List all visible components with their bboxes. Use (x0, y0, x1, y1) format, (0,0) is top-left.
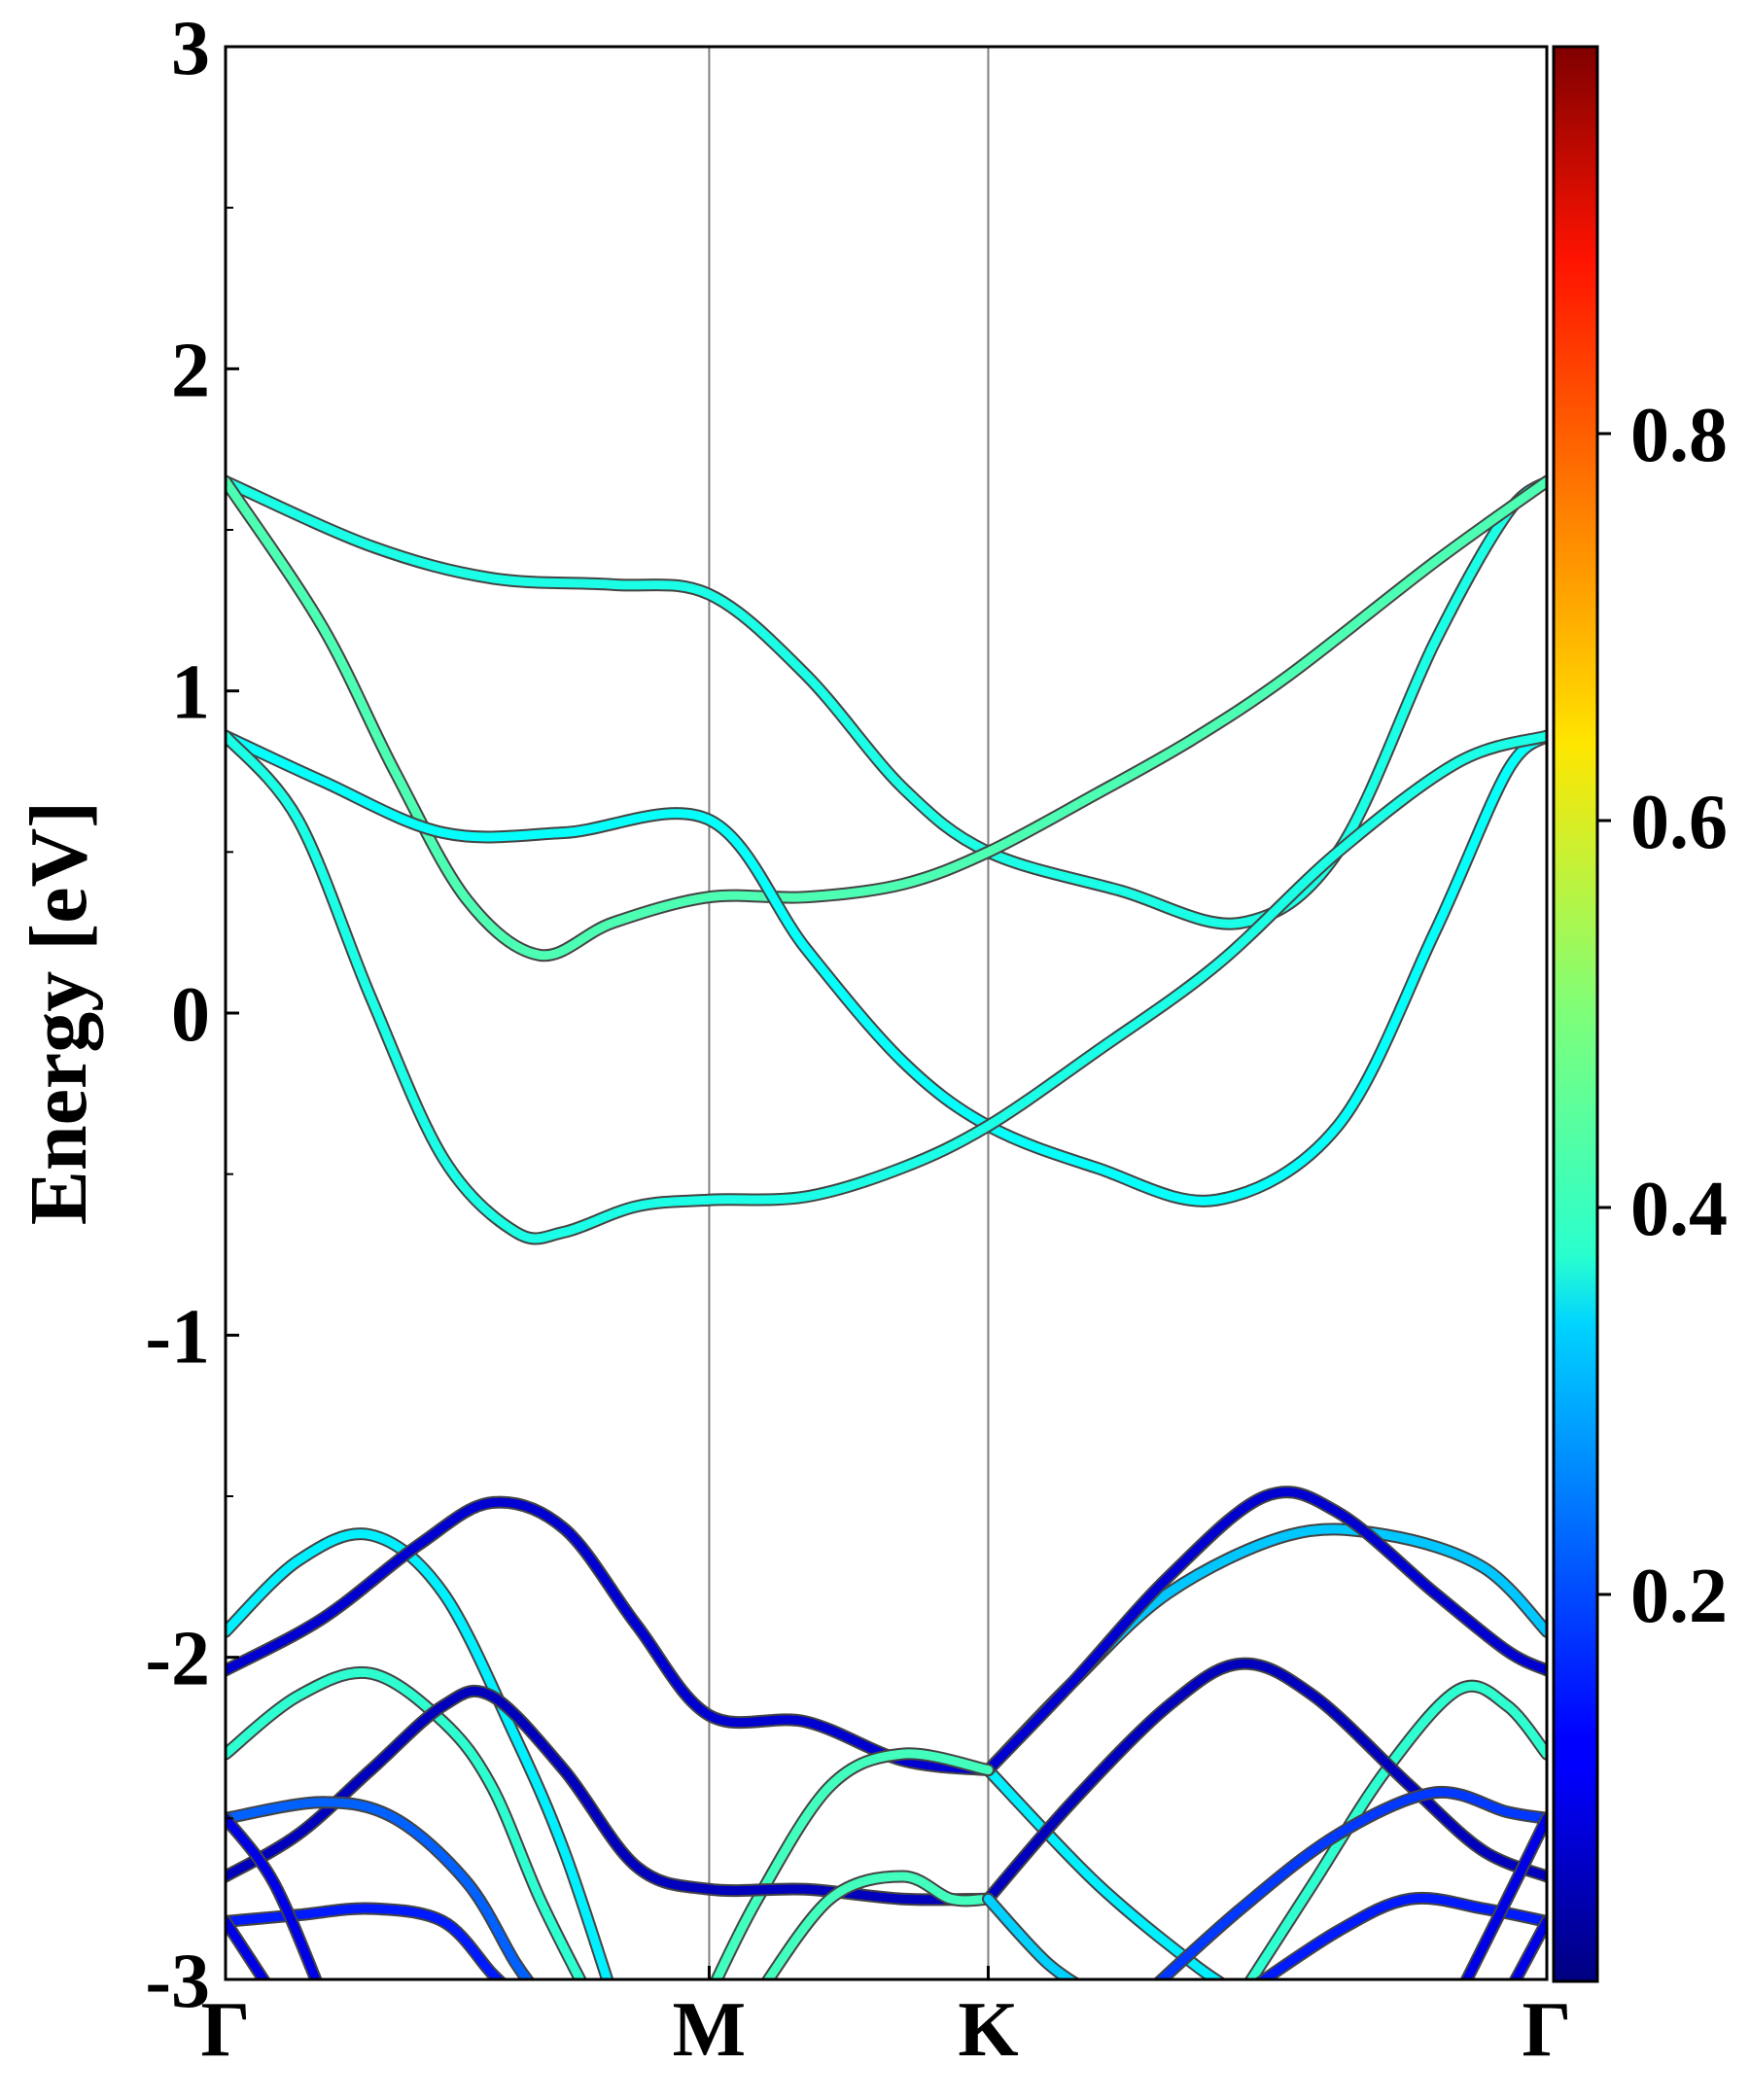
y-tick-label: 2 (171, 328, 210, 413)
x-tick-label: Γ (201, 1987, 251, 2073)
band-1 (226, 474, 1547, 930)
band-12 (1243, 1679, 1547, 1979)
colorbar-tick-label: 0.8 (1630, 393, 1728, 478)
x-tick-label: K (958, 1987, 1018, 2073)
band-outline (982, 1764, 1227, 1979)
band-line (226, 1798, 533, 1979)
band-outline (982, 1522, 1547, 1777)
band-19 (226, 1902, 508, 1979)
y-tick-label: 3 (171, 6, 210, 91)
band-3 (226, 729, 1547, 1208)
band-line (226, 476, 1547, 961)
band-line (226, 1813, 321, 1979)
band-line (984, 1659, 1547, 1904)
band-2 (226, 474, 1547, 962)
band-17 (226, 1796, 536, 1979)
band-11 (710, 1747, 995, 1979)
band-outline (982, 1486, 1547, 1777)
band-14 (982, 1657, 1547, 1906)
band-outline (226, 474, 1547, 930)
band-line (226, 1916, 269, 1979)
band-line (1461, 1813, 1547, 1979)
band-15 (760, 1870, 995, 1979)
band-5 (226, 1527, 614, 1979)
band-line (226, 731, 1547, 1243)
band-6 (982, 1764, 1227, 1979)
x-tick-label: Γ (1522, 1987, 1572, 2073)
band-line (763, 1872, 993, 1979)
band-22 (1459, 1811, 1547, 1979)
colorbar (1552, 45, 1599, 1983)
band-line (984, 1524, 1547, 1775)
colorbar-tick-label: 0.6 (1630, 780, 1728, 865)
band-4 (226, 729, 1547, 1245)
band-line (226, 731, 1547, 1206)
band-outline (226, 729, 1547, 1245)
band-line (226, 1529, 612, 1979)
band-18 (1152, 1785, 1547, 1979)
y-tick-label: -1 (145, 1294, 210, 1380)
band-23 (226, 1914, 271, 1979)
y-tick-label: 0 (171, 972, 210, 1058)
band-line (1245, 1681, 1547, 1979)
band-line (984, 1894, 1078, 1979)
band-24 (1508, 1914, 1547, 1979)
band-8 (226, 1495, 995, 1777)
band-21 (226, 1811, 323, 1979)
band-10 (226, 1665, 587, 1979)
colorbar-tick-label: 0.4 (1630, 1167, 1728, 1252)
y-tick-label: -2 (145, 1617, 210, 1702)
band-13 (226, 1684, 995, 1907)
colorbar-tick-label: 0.2 (1630, 1554, 1728, 1639)
y-tick-label: 1 (171, 650, 210, 736)
band-line (1510, 1916, 1547, 1979)
y-tick-label: -3 (145, 1939, 210, 2024)
band-outline (1243, 1679, 1547, 1979)
band-line (226, 1497, 993, 1775)
band-line (226, 1667, 585, 1979)
band-line (984, 1488, 1547, 1775)
band-outline (710, 1747, 995, 1979)
band-line (984, 1766, 1224, 1979)
band-lines (226, 474, 1547, 1979)
band-line (712, 1749, 993, 1979)
colorbar-axis: 0.2 0.4 0.6 0.8 (1597, 393, 1728, 1639)
band-line (1155, 1787, 1547, 1979)
band-7 (982, 1522, 1547, 1777)
k-point-gridlines (708, 47, 990, 1979)
x-tick-label: M (673, 1987, 747, 2073)
y-axis-title: Energy [eV] (14, 801, 104, 1225)
axes: -3 -2 -1 0 1 2 3 Γ M K Γ (145, 6, 1571, 2073)
band-9 (982, 1486, 1547, 1777)
band-16 (982, 1892, 1082, 1979)
band-line (226, 476, 1547, 928)
band-line (226, 1686, 993, 1905)
band-line (226, 1904, 505, 1979)
band-outline (226, 1665, 587, 1979)
plot-frame (224, 45, 1549, 1981)
